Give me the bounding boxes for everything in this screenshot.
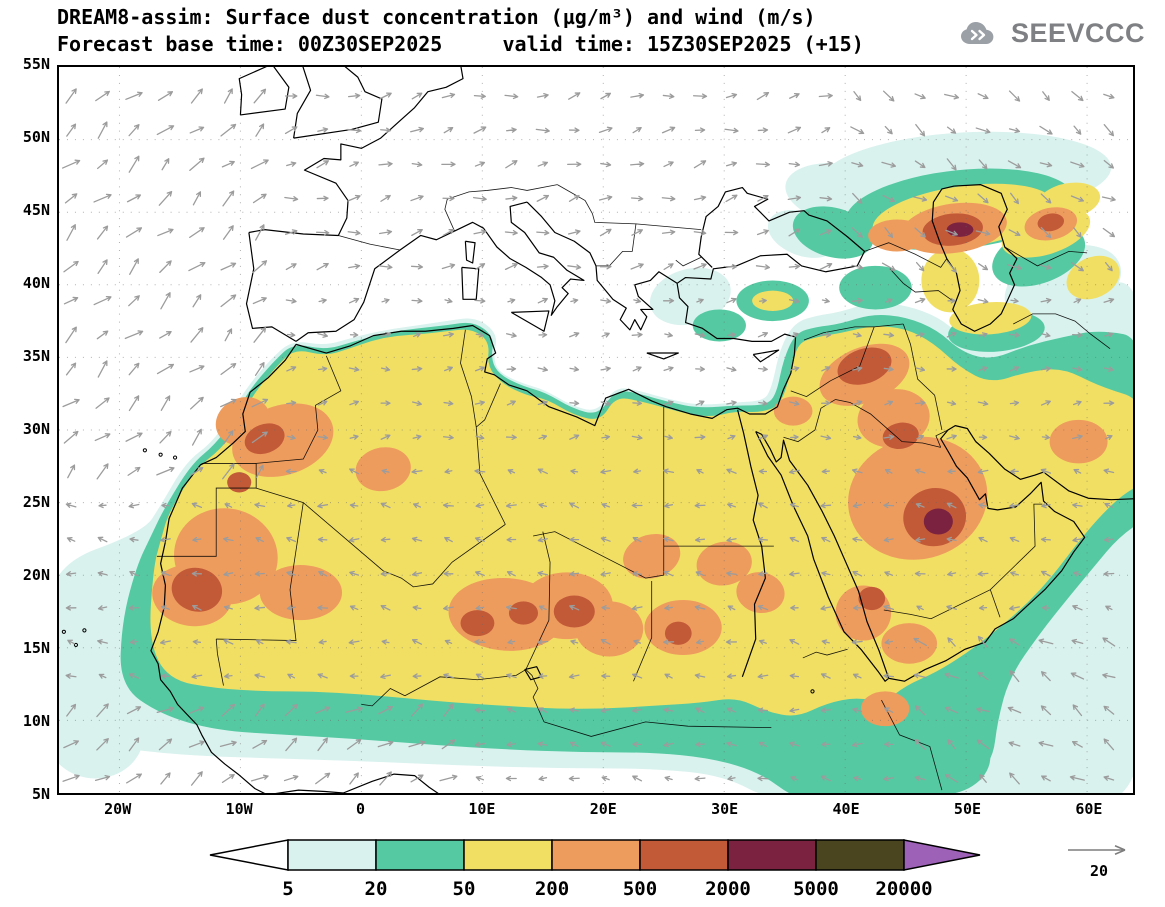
colorbar-level-label: 200: [535, 878, 569, 900]
colorbar-level-label: 5000: [793, 878, 839, 900]
lon-tick-label: 30E: [711, 800, 739, 818]
wind-reference-label: 20: [1089, 862, 1109, 880]
border-layer: [156, 184, 1111, 791]
lon-tick-label: 10W: [225, 800, 253, 818]
wind-reference: 20: [1063, 842, 1135, 880]
lat-tick-label: 15N: [22, 639, 50, 657]
colorbar: 5 20 50 200 500 2000 5000 20000: [206, 836, 986, 906]
lon-tick-label: 50E: [953, 800, 982, 818]
lon-tick-label: 20W: [104, 800, 132, 818]
lat-tick-label: 50N: [22, 128, 50, 146]
colorbar-level-label: 5: [282, 878, 293, 900]
colorbar-svg: 5 20 50 200 500 2000 5000 20000: [209, 839, 981, 900]
lat-tick-label: 45N: [22, 201, 50, 219]
colorbar-level-label: 20000: [875, 878, 932, 900]
map-svg: [59, 67, 1133, 793]
lat-tick-label: 20N: [22, 566, 50, 584]
logo-text: SEEVCCC: [1010, 18, 1145, 48]
seevccc-logo: SEEVCCC: [959, 18, 1145, 49]
colorbar-level-label: 50: [453, 878, 476, 900]
chart-title: DREAM8-assim: Surface dust concentration…: [57, 5, 816, 29]
lon-tick-label: 0: [355, 800, 365, 818]
colorbar-level-label: 20: [365, 878, 388, 900]
wind-reference-arrow-icon: [1068, 845, 1126, 855]
lat-tick-label: 35N: [22, 347, 50, 365]
wind-arrow-layer: [61, 88, 1116, 786]
lat-tick-label: 10N: [22, 712, 50, 730]
lat-tick-label: 25N: [22, 493, 50, 511]
lat-tick-label: 55N: [22, 55, 50, 73]
lon-tick-label: 60E: [1075, 800, 1103, 818]
colorbar-level-label: 500: [623, 878, 657, 900]
lat-tick-label: 30N: [22, 420, 50, 438]
lat-tick-label: 5N: [31, 785, 50, 803]
map-plot: [57, 65, 1135, 795]
lon-tick-label: 10E: [468, 800, 496, 818]
lon-tick-label: 40E: [832, 800, 860, 818]
lat-axis: 55N 50N 45N 40N 35N 30N 25N 20N 15N 10N 5N: [2, 0, 52, 907]
lat-tick-label: 40N: [22, 274, 50, 292]
colorbar-level-label: 2000: [705, 878, 751, 900]
chart-subtitle: Forecast base time: 00Z30SEP2025 valid t…: [57, 32, 864, 56]
graticule-layer: [59, 67, 1133, 793]
cloud-icon: [960, 21, 994, 44]
lon-tick-label: 20E: [589, 800, 617, 818]
